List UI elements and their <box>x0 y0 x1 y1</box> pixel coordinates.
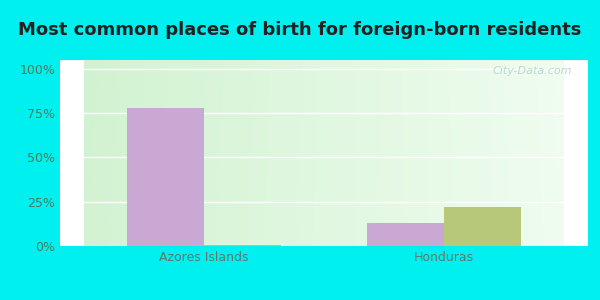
Bar <box>367 223 444 246</box>
Bar <box>127 108 204 246</box>
Bar <box>204 245 281 246</box>
Text: Most common places of birth for foreign-born residents: Most common places of birth for foreign-… <box>19 21 581 39</box>
Bar <box>444 207 521 246</box>
Text: City-Data.com: City-Data.com <box>493 66 572 76</box>
